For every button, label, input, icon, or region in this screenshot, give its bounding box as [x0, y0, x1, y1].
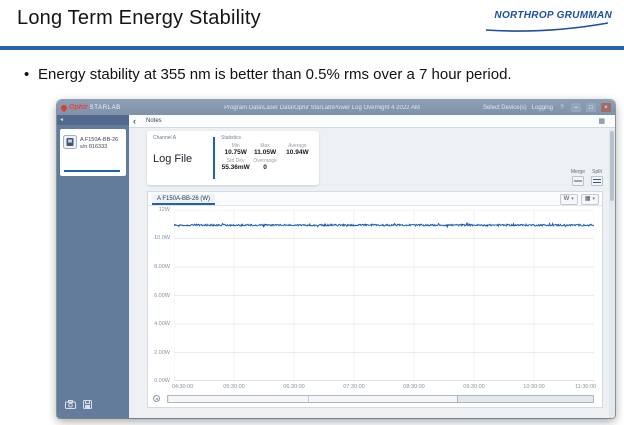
document-path: Program Data\Laser Data\Ophir StarLab\Po…: [224, 104, 420, 111]
sidebar: ◂ A F150A-BB-26 s/n 816333: [57, 115, 129, 418]
vertical-scrollbar-thumb[interactable]: [610, 131, 614, 201]
menu-select-devices[interactable]: Select Device(s): [482, 104, 527, 111]
channel-label: Channel A: [153, 135, 177, 141]
bullet-marker: •: [24, 66, 30, 83]
header-divider: [0, 46, 624, 50]
titlebar-right: Select Device(s) Logging ? – □ ×: [483, 103, 611, 112]
device-serial: s/n 816333: [80, 144, 108, 150]
logo-swoosh-icon: [485, 22, 609, 32]
split-view-button[interactable]: [591, 176, 603, 186]
device-card[interactable]: A F150A-BB-26 s/n 816333: [60, 129, 126, 176]
stat-average: Average 10.94W: [286, 143, 309, 156]
device-model: A F150A-BB-26: [80, 137, 119, 143]
menu-logging[interactable]: Logging: [531, 104, 553, 111]
statistics-title: Statistics: [221, 135, 242, 141]
y-tick-label: 0.00W: [154, 378, 170, 384]
channel-info: Channel A Log File: [153, 135, 209, 165]
y-tick-label: 8.00W: [154, 263, 170, 270]
scrollbar-notch: [308, 396, 310, 402]
sidebar-header-strip: ◂: [57, 115, 129, 125]
chart-panel: A F150A-BB-26 (W) W ▾ ▦ ▾ 12W 10.0W 8.00W 6.0…: [147, 191, 603, 408]
card-divider: [213, 137, 215, 179]
sensor-icon: [63, 135, 77, 173]
statistics-panel: Statistics Min 10.75W Max 11.05W Average: [221, 135, 315, 171]
maximize-button[interactable]: □: [586, 103, 596, 112]
stat-min: Min 10.75W: [224, 143, 247, 156]
units-dropdown[interactable]: W ▾: [559, 194, 578, 205]
chart-tab-strip: A F150A-BB-26 (W) W ▾ ▦ ▾: [148, 192, 602, 206]
chevron-down-icon: ▾: [571, 196, 574, 202]
plot-area: 12W 10.0W 8.00W 6.00W 4.00W 2.00W 0.00W: [150, 207, 594, 384]
x-axis: 04:30:00 05:30:00 06:30:00 07:30:00 08:30:00…: [171, 383, 597, 391]
ophir-logo-icon: [59, 103, 69, 112]
chart-options-dropdown[interactable]: ▦ ▾: [580, 194, 599, 205]
grid-icon: ▦: [584, 196, 591, 202]
stat-std-dev: Std Dev 55.36mW: [221, 158, 250, 171]
y-tick-label: 4.00W: [154, 320, 170, 327]
x-tick-label: 11:30:00: [575, 384, 597, 390]
channel-card[interactable]: Channel A Log File Statistics Min 10.75W…: [147, 131, 319, 185]
page-title: Long Term Energy Stability: [17, 7, 261, 29]
chevron-down-icon: ▾: [592, 196, 595, 202]
sidebar-footer: [65, 396, 92, 414]
statistics-grid: Min 10.75W Max 11.05W Average 10.94W S: [221, 143, 315, 171]
vertical-scrollbar[interactable]: [609, 129, 615, 418]
channel-source: Log File: [153, 153, 193, 165]
time-range-thumb[interactable]: [169, 396, 458, 402]
help-button[interactable]: ?: [560, 104, 564, 111]
x-tick-label: 05:30:00: [223, 384, 245, 390]
x-tick-label: 09:30:00: [463, 384, 485, 390]
northrop-grumman-logo-text: NORTHROP GRUMMAN: [494, 10, 612, 21]
main-content: ‹ Notes ▦ Channel A Log File Statistics …: [129, 115, 615, 418]
y-tick-label: 12W: [158, 207, 170, 213]
time-range-scrollbar[interactable]: [167, 395, 594, 403]
brand-starlab: STARLAB: [89, 104, 121, 111]
x-tick-label: 07:30:00: [343, 384, 365, 390]
chart-controls: W ▾ ▦ ▾: [559, 194, 599, 205]
camera-icon[interactable]: [65, 396, 76, 414]
close-button[interactable]: ×: [601, 103, 611, 112]
northrop-grumman-logo: NORTHROP GRUMMAN: [482, 5, 612, 32]
minimize-button[interactable]: –: [571, 103, 581, 112]
back-icon[interactable]: ‹: [133, 116, 136, 126]
y-axis: 12W 10.0W 8.00W 6.00W 4.00W 2.00W 0.00W: [150, 207, 172, 384]
merge-view-button[interactable]: [571, 176, 584, 186]
split-label: Split: [592, 169, 602, 175]
y-tick-label: 6.00W: [154, 292, 170, 299]
bullet-text: Energy stability at 355 nm is better tha…: [38, 66, 512, 83]
stat-overrange: Overrange 0: [253, 158, 277, 171]
content-topbar: ‹ Notes ▦: [129, 115, 615, 128]
power-trace: [174, 210, 594, 381]
bullet-row: • Energy stability at 355 nm is better th…: [24, 66, 604, 83]
x-tick-label: 08:30:00: [403, 384, 425, 390]
layout-grid-icon[interactable]: ▦: [598, 118, 605, 125]
collapse-sidebar-icon[interactable]: ◂: [60, 117, 64, 123]
x-tick-label: 10:30:00: [523, 384, 545, 390]
y-tick-label: 10.0W: [154, 235, 170, 242]
pan-mode-button[interactable]: [153, 395, 160, 402]
x-tick-label: 04:30:00: [171, 384, 194, 390]
plot[interactable]: [174, 210, 594, 381]
view-toggle: Merge Split: [571, 169, 603, 186]
merge-label: Merge: [570, 169, 585, 175]
chart-scroll-row: [153, 394, 594, 404]
save-icon[interactable]: [83, 396, 92, 414]
y-tick-label: 2.00W: [154, 349, 170, 356]
x-tick-label: 06:30:00: [283, 384, 305, 390]
notes-button[interactable]: Notes: [146, 118, 162, 124]
starlab-window: Ophir STARLAB Program Data\Laser Data\Op…: [57, 100, 615, 418]
brand-ophir: Ophir: [69, 104, 88, 111]
device-info: A F150A-BB-26 s/n 816333: [80, 135, 118, 173]
app-brand: Ophir STARLAB: [59, 103, 161, 112]
device-selected-indicator: [64, 170, 120, 172]
stat-max: Max 11.05W: [254, 143, 277, 156]
titlebar[interactable]: Ophir STARLAB Program Data\Laser Data\Op…: [57, 100, 615, 115]
chart-tab[interactable]: A F150A-BB-26 (W): [152, 194, 216, 205]
